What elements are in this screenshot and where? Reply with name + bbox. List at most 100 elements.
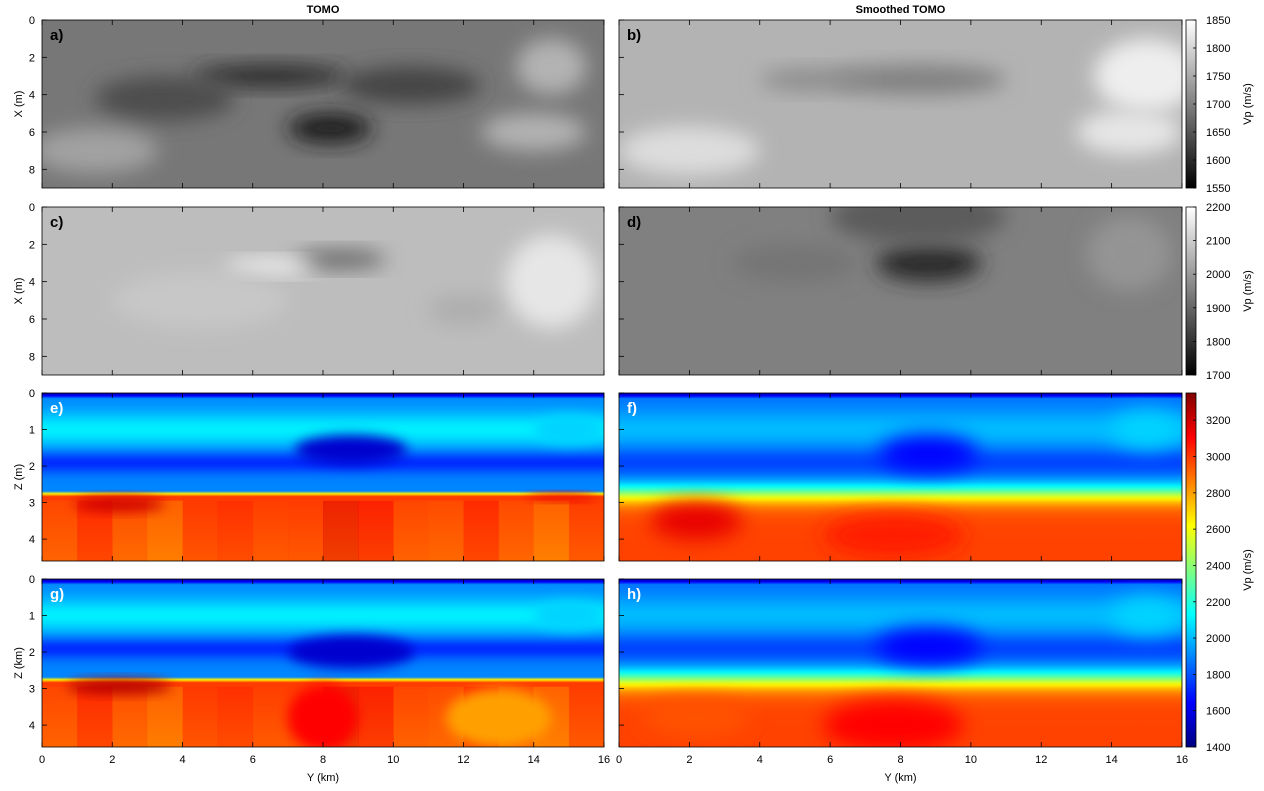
velocity-anomaly — [823, 513, 964, 558]
colorbar-tick-label: 2200 — [1206, 597, 1230, 609]
velocity-anomaly — [112, 272, 288, 329]
y-axis-label: Z (m) — [13, 464, 25, 490]
panel-image — [42, 20, 604, 188]
panel-label: g) — [50, 586, 64, 603]
colorbar-tick-label: 1800 — [1206, 669, 1230, 681]
panel-label: a) — [50, 27, 63, 44]
y-tick-label: 1 — [29, 611, 35, 623]
velocity-anomaly — [445, 688, 552, 747]
colorbar-tick-label: 3200 — [1206, 415, 1230, 427]
velocity-anomaly — [526, 493, 597, 501]
x-tick-label: 8 — [320, 754, 326, 766]
x-tick-label: 4 — [179, 754, 185, 766]
velocity-streak — [217, 686, 254, 747]
panel-label: e) — [50, 400, 63, 417]
velocity-streak — [498, 500, 535, 561]
colorbar-tick-label: 1700 — [1206, 99, 1230, 111]
velocity-anomaly — [830, 207, 1007, 245]
velocity-anomaly — [619, 126, 760, 175]
velocity-anomaly — [875, 244, 982, 282]
velocity-streak — [393, 500, 429, 561]
x-tick-label: 6 — [827, 754, 833, 766]
x-tick-label: 16 — [1176, 754, 1188, 766]
panel-label: h) — [627, 586, 641, 603]
y-tick-label: 4 — [29, 720, 35, 732]
velocity-field — [42, 393, 604, 561]
velocity-anomaly — [823, 699, 964, 747]
x-tick-label: 10 — [965, 754, 977, 766]
y-tick-label: 0 — [29, 202, 35, 214]
velocity-streak — [533, 500, 570, 561]
x-tick-label: 16 — [598, 754, 610, 766]
colorbar-tick-label: 1800 — [1206, 336, 1230, 348]
colorbar-label: Vp (m/s) — [1242, 83, 1254, 125]
colorbar-tick-label: 2000 — [1206, 633, 1230, 645]
velocity-streak — [42, 686, 78, 747]
panel-image — [619, 579, 1182, 747]
velocity-anomaly — [879, 435, 978, 472]
y-tick-label: 0 — [29, 15, 35, 27]
colorbar-tick-label: 3000 — [1206, 452, 1230, 464]
y-tick-label: 2 — [29, 461, 35, 473]
colorbar-tick-label: 1600 — [1206, 706, 1230, 718]
colorbar-tick-label: 1650 — [1206, 127, 1230, 139]
velocity-streak — [147, 686, 183, 747]
velocity-anomaly — [42, 128, 158, 174]
velocity-anomaly — [516, 38, 587, 95]
colorbar-tick-label: 1850 — [1206, 15, 1230, 27]
x-tick-label: 14 — [1106, 754, 1118, 766]
panel-label: f) — [627, 400, 637, 417]
velocity-anomaly — [1076, 109, 1182, 155]
velocity-streak — [287, 500, 324, 561]
y-tick-label: 2 — [29, 239, 35, 251]
velocity-streak — [147, 500, 183, 561]
colorbar-tick-label: 1700 — [1206, 370, 1230, 382]
panel-image — [42, 579, 604, 747]
velocity-anomaly — [830, 64, 1007, 95]
colorbar-tick-label: 1550 — [1206, 183, 1230, 195]
column-title: Smoothed TOMO — [856, 4, 946, 16]
panel-image — [619, 207, 1182, 375]
panel-image — [619, 393, 1182, 561]
colorbar-tick-label: 2800 — [1206, 488, 1230, 500]
x-tick-label: 12 — [457, 754, 469, 766]
velocity-streak — [112, 686, 148, 747]
y-tick-label: 0 — [29, 388, 35, 400]
panel-g: 0 1 2 3 4 Z (km) g) — [13, 574, 605, 748]
colorbar-tick-label: 2400 — [1206, 560, 1230, 572]
colorbar-tick-label: 1400 — [1206, 742, 1230, 754]
colorbar-scale — [1185, 392, 1197, 748]
velocity-anomaly — [1086, 216, 1172, 291]
colorbar: 2200 2100 2000 1900 1800 1700 Vp (m/s) — [1185, 202, 1254, 382]
y-axis-label: Z (km) — [13, 647, 25, 679]
velocity-anomaly — [533, 414, 604, 445]
x-axis-label: Y (km) — [307, 772, 339, 784]
panel-image — [619, 20, 1182, 188]
velocity-anomaly — [224, 259, 316, 275]
velocity-anomaly — [294, 435, 408, 465]
velocity-anomaly — [650, 502, 743, 540]
y-tick-label: 4 — [29, 277, 35, 289]
colorbar-tick-label: 1800 — [1206, 43, 1230, 55]
x-tick-label: 10 — [387, 754, 399, 766]
velocity-anomaly — [73, 497, 165, 512]
y-tick-label: 2 — [29, 52, 35, 64]
velocity-streak — [252, 686, 289, 747]
y-axis-label: X (m) — [13, 91, 25, 118]
velocity-anomaly — [1111, 597, 1182, 634]
velocity-streak — [568, 500, 604, 561]
y-tick-label: 6 — [29, 127, 35, 139]
panel-a: 0 2 4 6 8 X (m) a) — [13, 15, 605, 189]
colorbar-tick-label: 2200 — [1206, 202, 1230, 214]
velocity-anomaly — [294, 249, 387, 269]
panel-e: 0 1 2 3 4 Z (m) e) — [13, 388, 605, 562]
velocity-anomaly — [759, 68, 866, 91]
y-tick-label: 0 — [29, 574, 35, 586]
x-tick-label: 0 — [616, 754, 622, 766]
velocity-streak — [323, 500, 359, 561]
velocity-streak — [358, 500, 394, 561]
x-tick-label: 14 — [528, 754, 540, 766]
velocity-anomaly — [643, 699, 750, 737]
panel-h: h) — [618, 578, 1183, 748]
velocity-streak — [217, 500, 254, 561]
